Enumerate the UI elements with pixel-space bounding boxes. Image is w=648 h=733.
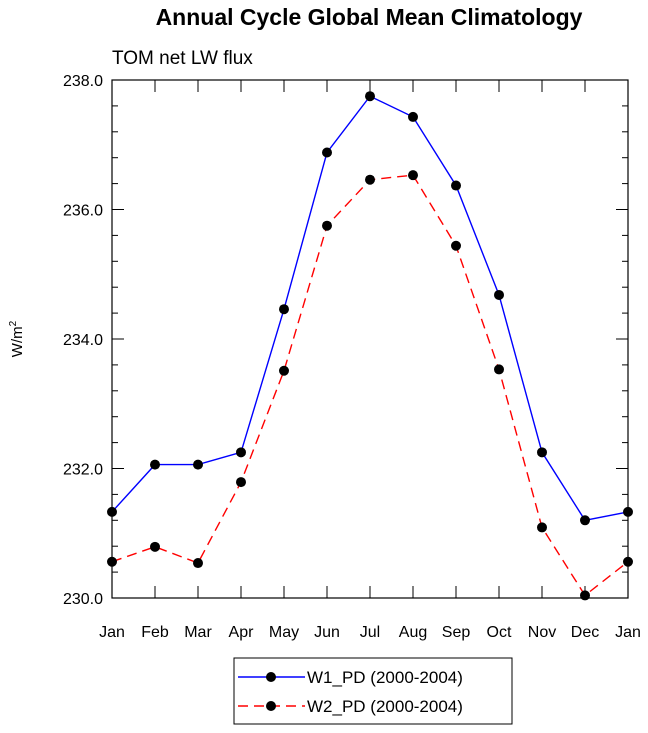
series-2-point [279, 365, 289, 376]
legend-label-1: W1_PD (2000-2004) [307, 668, 463, 687]
legend-label-2: W2_PD (2000-2004) [307, 697, 463, 716]
chart-subtitle: TOM net LW flux [112, 48, 253, 69]
series-line-1 [111, 95, 629, 522]
legend-marker-2 [266, 701, 276, 711]
series-2-point [408, 170, 418, 181]
x-tick-label: Jun [314, 624, 340, 641]
series-line-2 [111, 174, 629, 597]
y-tick-label: 238.0 [63, 73, 103, 90]
x-tick-label: Sep [442, 624, 471, 641]
series-2-point [365, 174, 375, 185]
series-1-point [193, 459, 203, 470]
series-1-point [408, 111, 418, 122]
x-tick-label: Jan [99, 624, 125, 641]
series-1-point [236, 447, 246, 458]
series-1-point [580, 515, 590, 526]
series-1-point [322, 147, 332, 158]
x-tick-label: Nov [528, 624, 556, 641]
x-tick-label: May [269, 624, 299, 641]
y-tick-label: 234.0 [63, 332, 103, 349]
y-tick-label: 232.0 [63, 462, 103, 479]
series-1-point [494, 289, 504, 300]
x-tick-label: Apr [229, 624, 255, 641]
series-2-point [623, 556, 633, 567]
series-layer [107, 91, 633, 601]
series-1-point [107, 506, 117, 517]
series-2-point [193, 558, 203, 569]
plot-frame [111, 79, 629, 599]
series-2-point [494, 364, 504, 375]
x-tick-label: Feb [141, 624, 169, 641]
y-tick-label: 230.0 [63, 591, 103, 608]
series-2-point [537, 522, 547, 533]
x-tick-label: Aug [399, 624, 427, 641]
series-2-point [580, 590, 590, 601]
series-1-point [365, 91, 375, 102]
legend-marker-1 [266, 672, 276, 682]
series-1-point [623, 506, 633, 517]
axes: Jan Feb Mar Apr May Jun Jul Aug Sep Oct Nov Dec Jan 2… [63, 73, 641, 641]
x-tick-label: Dec [571, 624, 599, 641]
series-2-point [451, 240, 461, 251]
x-tick-label: Mar [184, 624, 212, 641]
series-2-point [150, 541, 160, 552]
legend: W1_PD (2000-2004) W2_PD (2000-2004) [233, 657, 513, 725]
series-1-point [150, 459, 160, 470]
legend-box [233, 657, 513, 725]
x-tick-label: Jan [615, 624, 641, 641]
series-1-point [537, 447, 547, 458]
series-1-point [451, 180, 461, 191]
series-2-point [107, 556, 117, 567]
chart-title: Annual Cycle Global Mean Climatology [156, 4, 583, 30]
y-tick-label: 236.0 [63, 203, 103, 220]
series-2-point [322, 220, 332, 231]
y-axis-label: W/m2 [8, 320, 26, 357]
series-2-point [236, 477, 246, 488]
series-1-point [279, 304, 289, 315]
x-tick-label: Jul [360, 624, 380, 641]
x-tick-label: Oct [487, 624, 512, 641]
